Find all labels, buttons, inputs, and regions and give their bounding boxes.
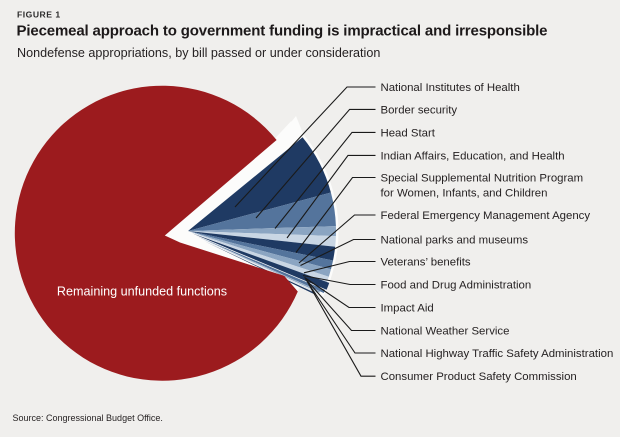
- svg-text:Nondefense appropriations, by: Nondefense appropriations, by bill passe…: [17, 46, 380, 60]
- svg-text:Border security: Border security: [381, 104, 458, 116]
- svg-text:Remaining unfunded functions: Remaining unfunded functions: [57, 285, 227, 299]
- svg-text:Consumer Product Safety Commis: Consumer Product Safety Commission: [381, 371, 577, 383]
- svg-text:for Women, Infants, and Childr: for Women, Infants, and Children: [381, 188, 548, 200]
- svg-text:Impact Aid: Impact Aid: [381, 303, 434, 315]
- svg-text:FIGURE 1: FIGURE 1: [17, 10, 61, 20]
- svg-text:National parks and museums: National parks and museums: [381, 235, 529, 247]
- svg-text:Source: Congressional Budget O: Source: Congressional Budget Office.: [13, 413, 163, 423]
- svg-text:National Institutes of Health: National Institutes of Health: [381, 82, 520, 94]
- svg-text:Food and Drug Administration: Food and Drug Administration: [381, 280, 532, 292]
- svg-text:Indian Affairs, Education, and: Indian Affairs, Education, and Health: [381, 150, 565, 162]
- svg-text:Veterans’ benefits: Veterans’ benefits: [381, 257, 471, 269]
- svg-text:Piecemeal approach to governme: Piecemeal approach to government funding…: [17, 23, 548, 40]
- svg-text:Head Start: Head Start: [381, 127, 436, 139]
- svg-text:National Weather Service: National Weather Service: [381, 326, 510, 338]
- svg-text:Special Supplemental Nutrition: Special Supplemental Nutrition Program: [381, 173, 584, 185]
- svg-text:National Highway Traffic Safet: National Highway Traffic Safety Administ…: [381, 348, 614, 360]
- svg-text:Federal Emergency Management A: Federal Emergency Management Agency: [381, 210, 591, 222]
